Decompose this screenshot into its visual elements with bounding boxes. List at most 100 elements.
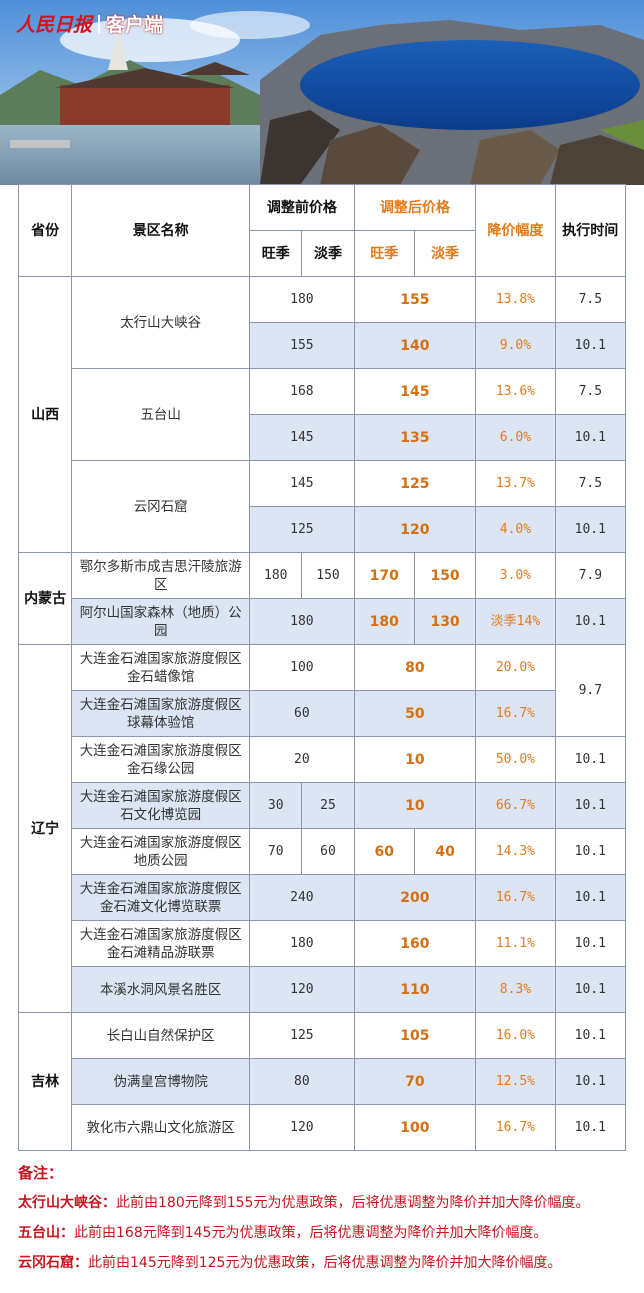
price-before: 125 [249,1012,355,1059]
drop-rate: 3.0% [475,552,556,599]
price-before: 168 [249,368,355,415]
table-row: 大连金石滩国家旅游度假区金石缘公园 20 10 50.0% 10.1 [19,736,627,783]
header-after-peak: 旺季 [353,230,415,277]
price-before-off: 60 [301,828,355,875]
scenic-name: 大连金石滩国家旅游度假区金石缘公园 [71,736,251,783]
table-row: 阿尔山国家森林（地质）公园 180 180 130 淡季14% 10.1 [19,598,627,645]
price-before-off: 25 [301,782,355,829]
province-cell: 辽宁 [17,644,73,1013]
effective-date: 10.1 [554,828,627,875]
table-row: 本溪水洞风景名胜区 120 110 8.3% 10.1 [19,966,627,1013]
scenic-name: 大连金石滩国家旅游度假区球幕体验馆 [71,690,251,737]
effective-date: 10.1 [554,322,627,369]
brand-suffix: 客户端 [106,14,164,36]
price-after: 110 [353,966,477,1013]
province-cell: 山西 [17,276,73,553]
price-after: 125 [353,460,477,507]
effective-date: 10.1 [554,1104,627,1151]
drop-rate: 6.0% [475,414,556,461]
notes-section: 备注： 太行山大峡谷：此前由180元降到155元为优惠政策，后将优惠调整为降价并… [18,1158,638,1278]
price-before: 60 [249,690,355,737]
scenic-name: 大连金石滩国家旅游度假区金石蜡像馆 [71,644,251,691]
price-before: 80 [249,1058,355,1105]
header-scenic: 景区名称 [71,184,251,277]
table-row: 大连金石滩国家旅游度假区地质公园 70 60 60 40 14.3% 10.1 [19,828,627,875]
header-after-off: 淡季 [413,230,477,277]
price-after: 120 [353,506,477,553]
table-row: 辽宁 大连金石滩国家旅游度假区金石蜡像馆 100 80 20.0% 9.7 [17,644,627,1013]
price-after: 70 [353,1058,477,1105]
header-after: 调整后价格 [353,184,477,231]
effective-date: 10.1 [554,782,627,829]
note-key: 云冈石窟： [18,1255,88,1271]
price-after: 155 [353,276,477,323]
price-after: 200 [353,874,477,921]
price-after: 160 [353,920,477,967]
note-text: 此前由168元降到145元为优惠政策，后将优惠调整为降价并加大降价幅度。 [74,1225,548,1241]
note-text: 此前由145元降到125元为优惠政策，后将优惠调整为降价并加大降价幅度。 [88,1255,562,1271]
table-row: 山西 太行山大峡谷 180 155 13.8% 7.5 [17,276,627,553]
effective-date: 10.1 [554,966,627,1013]
note-text: 此前由180元降到155元为优惠政策，后将优惠调整为降价并加大降价幅度。 [116,1195,590,1211]
effective-date: 10.1 [554,414,627,461]
drop-rate: 16.7% [475,690,556,737]
price-before-peak: 70 [249,828,303,875]
price-after: 10 [353,736,477,783]
price-after: 105 [353,1012,477,1059]
effective-date: 7.5 [554,276,627,323]
drop-rate: 66.7% [475,782,556,829]
drop-rate: 13.7% [475,460,556,507]
price-after: 140 [353,322,477,369]
price-after: 145 [353,368,477,415]
scenic-name: 敦化市六鼎山文化旅游区 [71,1104,251,1151]
drop-rate: 16.7% [475,1104,556,1151]
price-before: 120 [249,966,355,1013]
price-after: 10 [353,782,477,829]
drop-rate: 16.0% [475,1012,556,1059]
table-row: 大连金石滩国家旅游度假区金石滩文化博览联票 240 200 16.7% 10.1 [19,874,627,921]
scenic-name: 太行山大峡谷 [71,276,251,369]
drop-rate: 16.7% [475,874,556,921]
effective-date: 10.1 [554,736,627,783]
notes-title: 备注： [18,1164,64,1182]
price-before: 240 [249,874,355,921]
price-after-peak: 170 [353,552,415,599]
drop-rate: 9.0% [475,322,556,369]
brand-logo: 人民日报 客户端 [16,10,163,37]
effective-date: 9.7 [554,644,627,737]
brand-separator [98,14,101,33]
header-province: 省份 [17,184,73,277]
scenic-name: 伪满皇宫博物院 [71,1058,251,1105]
effective-date: 10.1 [554,920,627,967]
scenic-name: 本溪水洞风景名胜区 [71,966,251,1013]
drop-rate: 12.5% [475,1058,556,1105]
note-key: 太行山大峡谷： [18,1195,116,1211]
header-before-peak: 旺季 [249,230,303,277]
scenic-name: 大连金石滩国家旅游度假区金石滩文化博览联票 [71,874,251,921]
table-row: 吉林 长白山自然保护区 125 105 16.0% 10.1 [17,1012,627,1151]
scenic-name: 五台山 [71,368,251,461]
drop-rate: 50.0% [475,736,556,783]
price-after: 135 [353,414,477,461]
table-row: 大连金石滩国家旅游度假区球幕体验馆 60 50 16.7% [19,690,626,737]
province-cell: 吉林 [17,1012,73,1151]
effective-date: 10.1 [554,874,627,921]
effective-date: 7.5 [554,368,627,415]
price-before: 125 [249,506,355,553]
price-before: 145 [249,414,355,461]
header-banner: 人民日报 客户端 [0,0,644,185]
scenic-name: 鄂尔多斯市成吉思汗陵旅游区 [71,552,251,599]
price-before: 20 [249,736,355,783]
price-before-off: 150 [301,552,355,599]
drop-rate: 4.0% [475,506,556,553]
table-row: 敦化市六鼎山文化旅游区 120 100 16.7% 10.1 [19,1104,627,1151]
price-after: 80 [353,644,477,691]
price-before: 100 [249,644,355,691]
scenic-name: 大连金石滩国家旅游度假区地质公园 [71,828,251,875]
brand-name: 人民日报 [16,14,93,36]
note-key: 五台山： [18,1225,74,1241]
price-before: 180 [249,276,355,323]
drop-rate: 13.6% [475,368,556,415]
note-item: 五台山：此前由168元降到145元为优惠政策，后将优惠调整为降价并加大降价幅度。 [18,1218,638,1248]
scenic-name: 大连金石滩国家旅游度假区金石滩精品游联票 [71,920,251,967]
